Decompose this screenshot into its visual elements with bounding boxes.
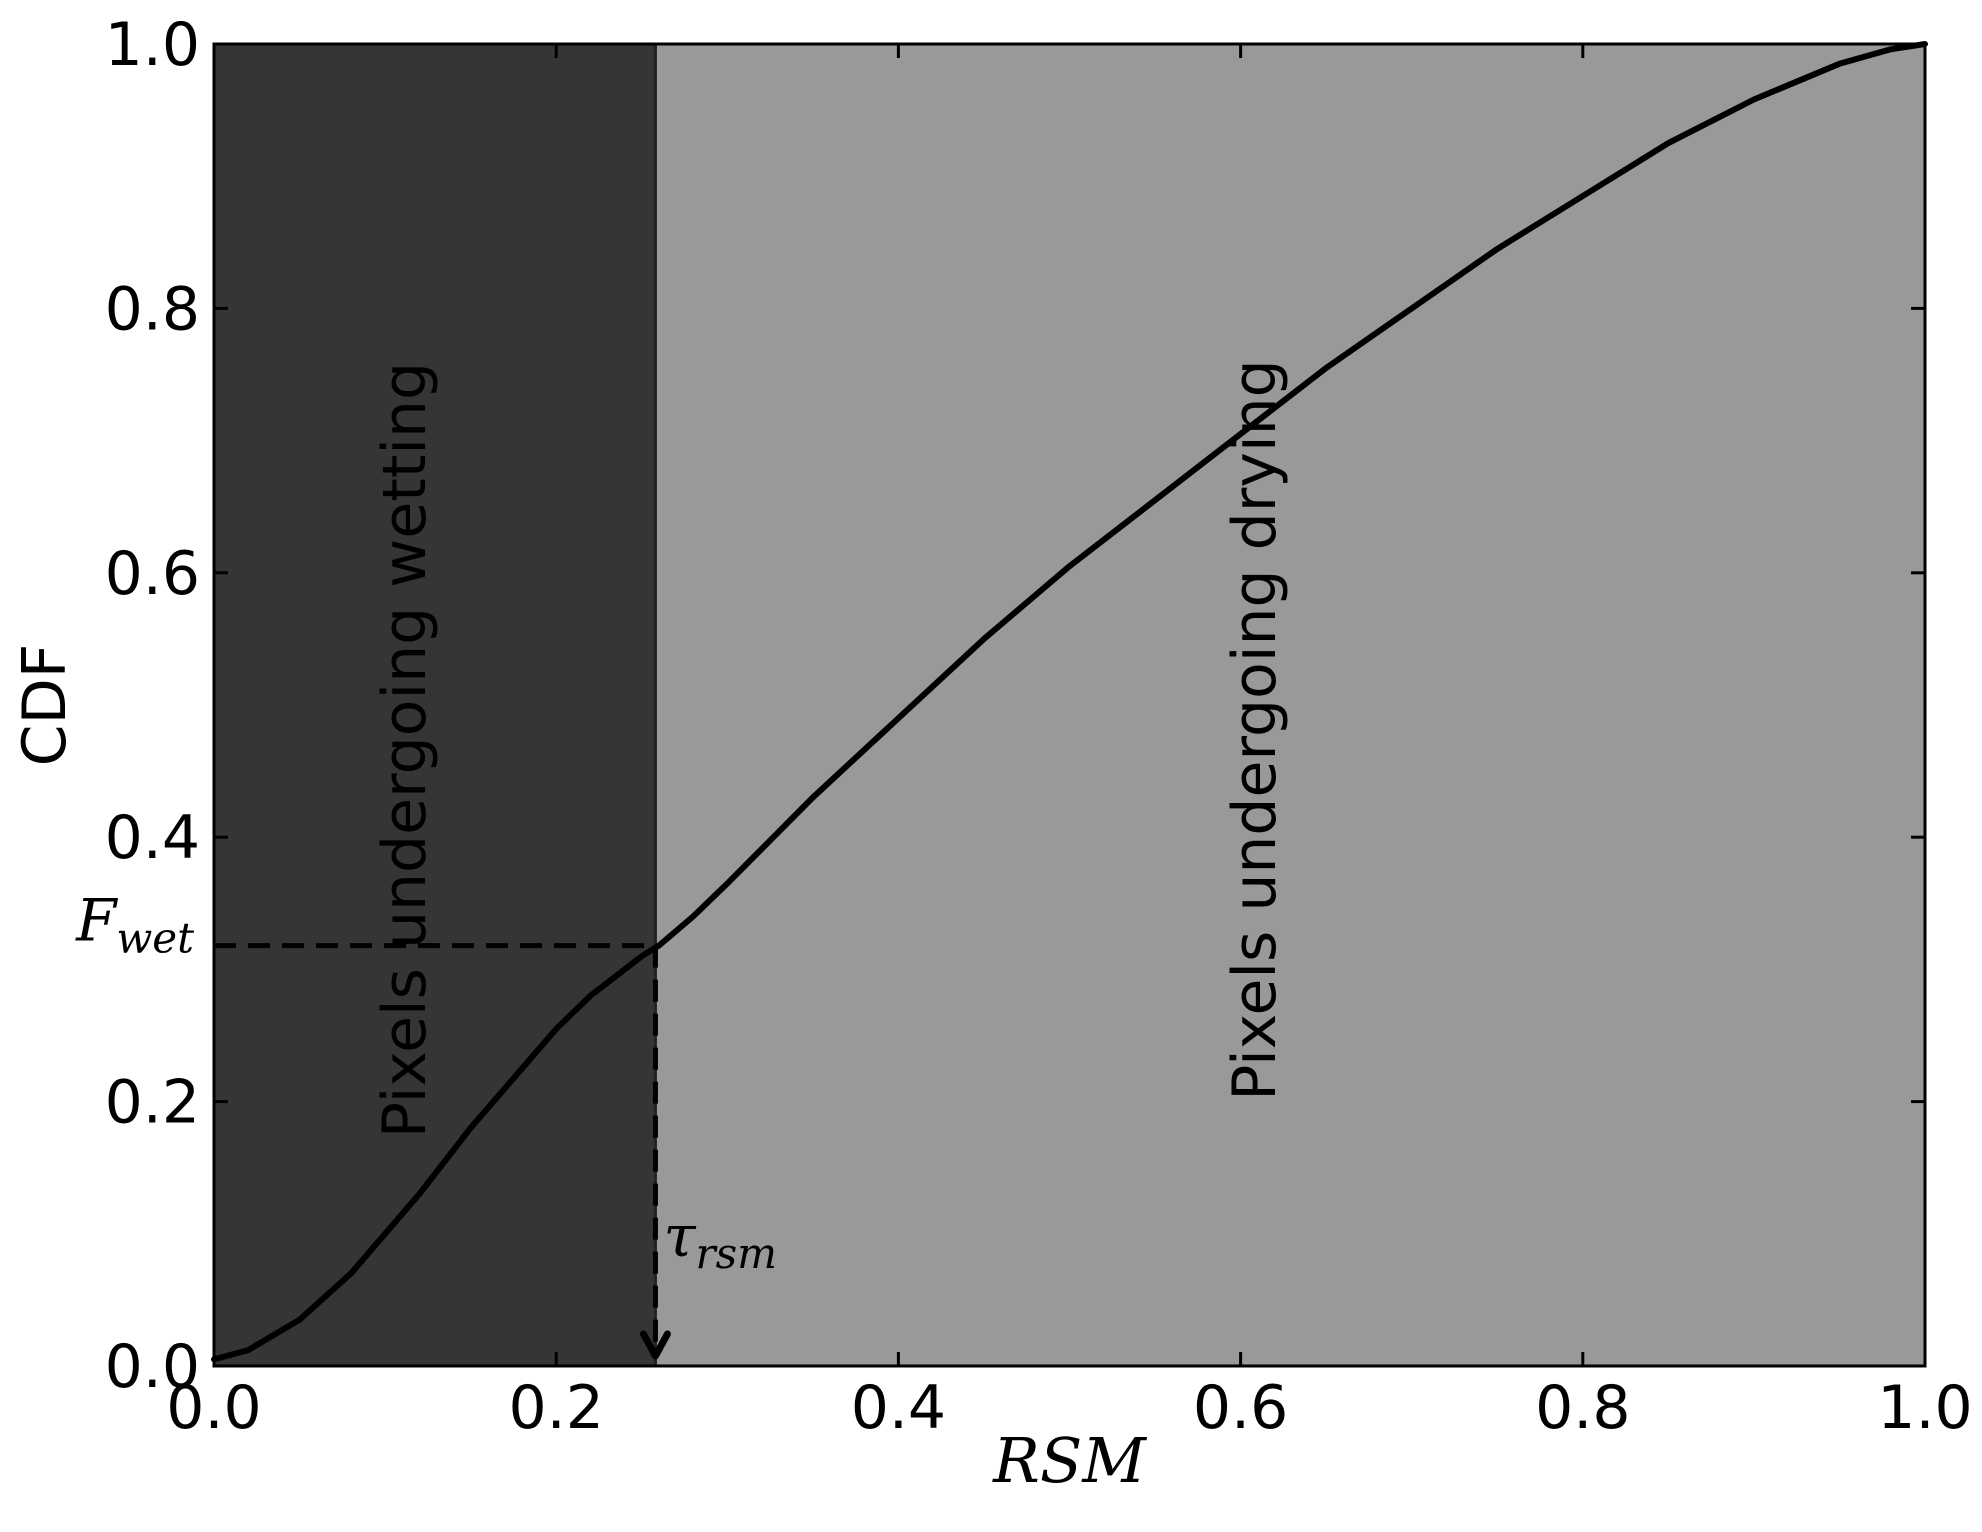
y-axis-label: CDF bbox=[10, 644, 80, 767]
f-wet-label-base: F bbox=[75, 887, 118, 955]
wetting-region bbox=[214, 44, 656, 1366]
y-tick-label: 0.0 bbox=[105, 1332, 200, 1402]
x-tick-label: 1.0 bbox=[1877, 1373, 1972, 1443]
x-tick-label: 0.8 bbox=[1535, 1373, 1630, 1443]
f-wet-label: Fwet bbox=[75, 887, 194, 963]
x-axis-label: RSM bbox=[992, 1424, 1147, 1497]
f-wet-label-subscript: wet bbox=[116, 914, 194, 963]
region-backgrounds bbox=[214, 44, 1925, 1366]
tau-rsm-label-subscript: rsm bbox=[696, 1229, 777, 1278]
x-tick-label: 0.4 bbox=[851, 1373, 946, 1443]
x-tick-label: 0.6 bbox=[1193, 1373, 1288, 1443]
y-tick-label: 0.8 bbox=[105, 274, 200, 344]
y-axis-ticks: 0.0 0.2 0.4 0.6 0.8 1.0 bbox=[105, 10, 1925, 1402]
cdf-series-line bbox=[211, 41, 1928, 1363]
x-axis-ticks: 0.0 0.2 0.4 0.6 0.8 1.0 bbox=[166, 44, 1973, 1443]
drying-region bbox=[655, 44, 1925, 1366]
tau-rsm-arrow-icon bbox=[639, 1330, 671, 1360]
x-tick-label: 0.0 bbox=[166, 1373, 261, 1443]
wetting-region-label: Pixels undergoing wetting bbox=[370, 362, 440, 1138]
y-tick-label: 1.0 bbox=[105, 10, 200, 80]
tau-rsm-label-base: τ bbox=[663, 1202, 696, 1270]
tau-rsm-label: τrsm bbox=[663, 1202, 777, 1278]
plot-frame bbox=[212, 42, 1927, 1368]
drying-region-label: Pixels undergoing drying bbox=[1220, 359, 1290, 1100]
y-tick-label: 0.6 bbox=[105, 539, 200, 609]
y-tick-label: 0.2 bbox=[105, 1068, 200, 1138]
x-tick-label: 0.2 bbox=[508, 1373, 603, 1443]
y-tick-label: 0.4 bbox=[105, 803, 200, 873]
